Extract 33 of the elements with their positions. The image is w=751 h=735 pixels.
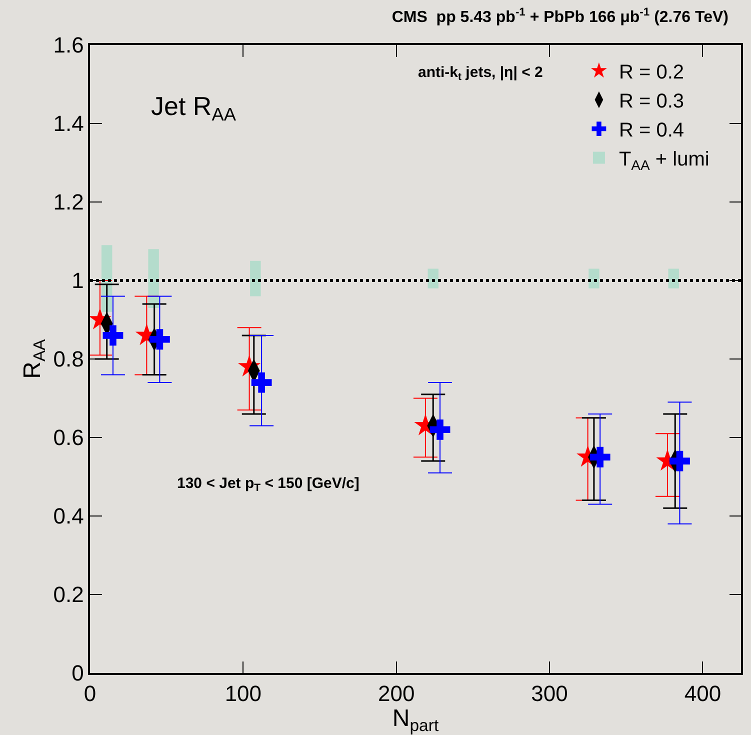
point [670, 450, 690, 472]
y-tick-label: 0 [72, 660, 84, 686]
bar [428, 268, 438, 288]
y-tick-label: 0.4 [53, 504, 84, 529]
legend-label: R = 0.4 [618, 120, 684, 142]
point [251, 372, 272, 393]
x-tick-label: 300 [531, 681, 568, 706]
legend-label: T$_{AA}$ + lumi [618, 148, 710, 173]
bar [588, 268, 600, 288]
legend-label: R = 0.2 [618, 62, 684, 84]
x-tick-label: 400 [684, 681, 722, 706]
y-tick-label: 0.6 [53, 425, 84, 450]
x-tick-label: 100 [224, 681, 262, 706]
annotation: Jet R$_{AA}$ [151, 91, 237, 124]
y-tick-label: 1.6 [53, 32, 84, 58]
point [430, 419, 450, 440]
y-tick-label: 0.2 [53, 582, 84, 608]
point [150, 329, 170, 350]
x-axis-title: N$_{part}$ [392, 704, 439, 735]
y-tick-label: 1.4 [53, 111, 84, 136]
bar [250, 260, 261, 296]
y-tick-label: 0.8 [53, 346, 84, 372]
annotation: anti-k$_{t}$ jets, |η| < 2 [418, 64, 543, 84]
bar [668, 268, 679, 288]
legend-label: R = 0.3 [618, 90, 684, 113]
point [590, 446, 610, 468]
y-tick-label: 1.2 [53, 190, 84, 215]
bar [148, 249, 159, 308]
annotation: 130 < Jet p$_{T}$ < 150 [GeV/c] [177, 475, 360, 494]
y-tick-label: 1 [72, 268, 84, 294]
x-tick-label: 200 [378, 681, 415, 706]
chart-title: CMS pp 5.43 pb$^{-1}$ + PbPb 166 μb$^{-1}$ (2.76 TeV) [392, 6, 728, 26]
point [102, 325, 124, 346]
